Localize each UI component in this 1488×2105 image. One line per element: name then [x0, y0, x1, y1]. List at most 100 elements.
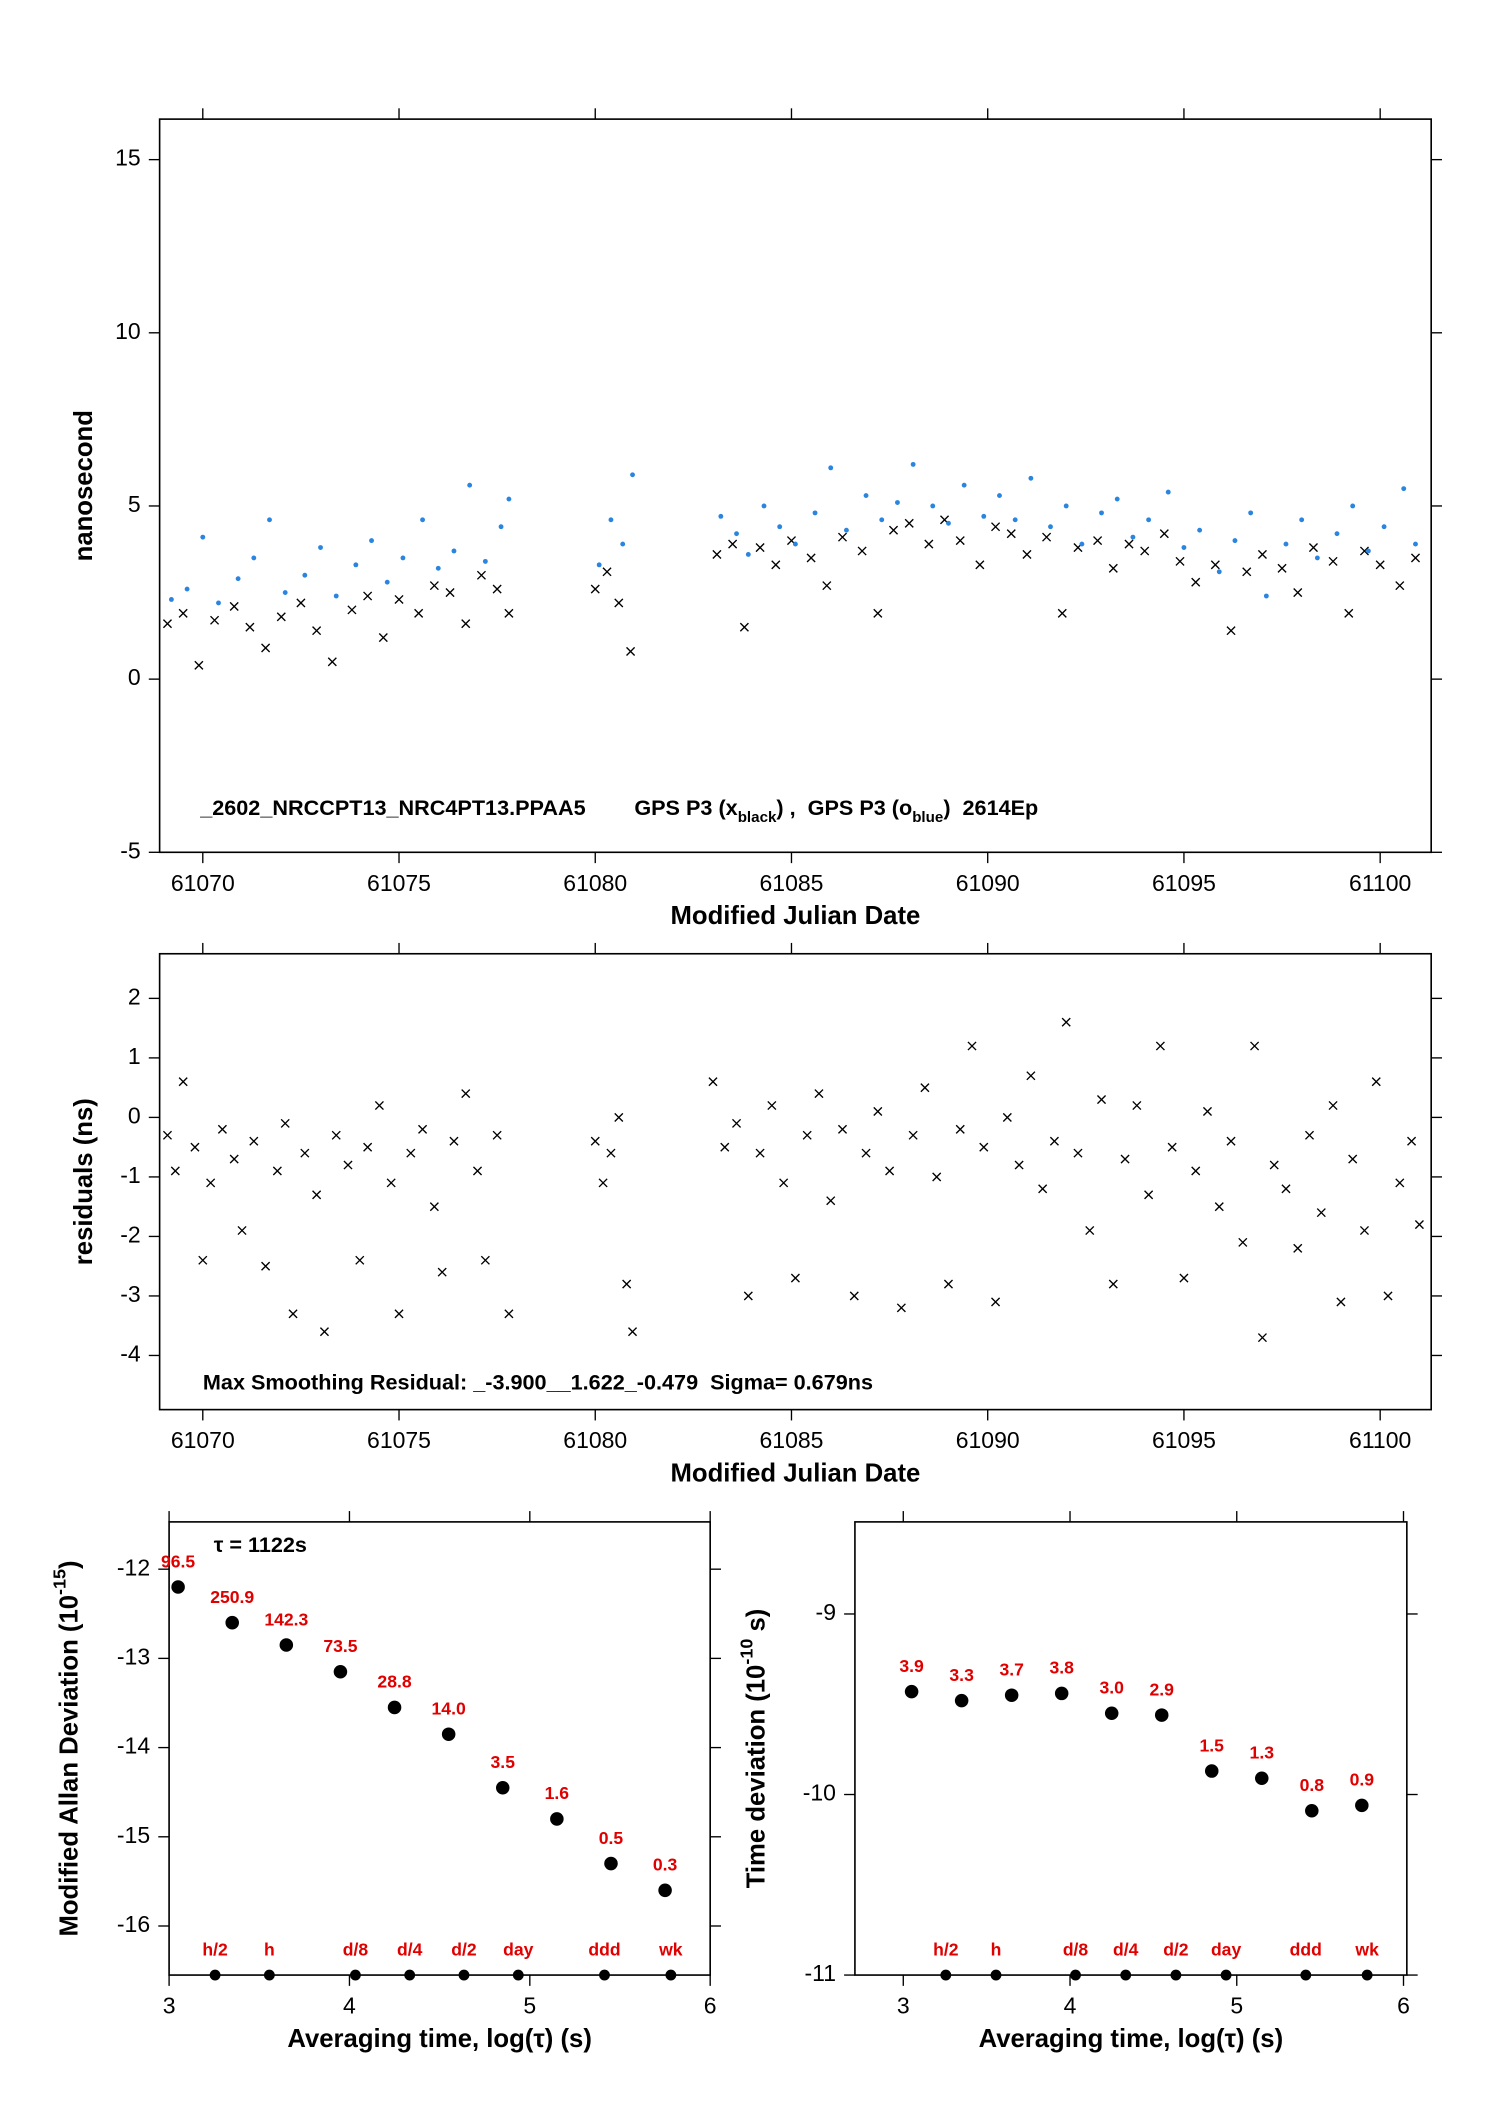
- cross-point: [1226, 626, 1236, 636]
- cross-point: [249, 1136, 259, 1146]
- point-label: 3.0: [1099, 1678, 1124, 1698]
- tau-marker: [458, 1969, 470, 1981]
- cross-point: [614, 598, 624, 608]
- cross-point: [779, 1178, 789, 1188]
- cross-point: [590, 1136, 600, 1146]
- dot-point: [1028, 475, 1034, 481]
- dot-point: [1314, 555, 1320, 561]
- dot-point: [1365, 548, 1371, 554]
- cross-point: [1140, 546, 1150, 556]
- cross-point: [461, 1089, 471, 1099]
- dot-point: [333, 593, 339, 599]
- point-label: 1.6: [545, 1783, 570, 1803]
- point: [279, 1638, 294, 1652]
- point: [1204, 1764, 1219, 1778]
- cross-point: [1250, 1041, 1260, 1051]
- point: [658, 1883, 672, 1898]
- cross-point: [327, 657, 337, 667]
- dot-point: [400, 555, 406, 561]
- tau-marker-label: d/2: [451, 1939, 477, 1959]
- point: [604, 1856, 618, 1871]
- cross-point: [743, 1291, 753, 1301]
- cross-point: [504, 1309, 514, 1319]
- cross-point: [331, 1130, 341, 1140]
- dot-point: [1048, 524, 1053, 530]
- plot-frame: [854, 1521, 1408, 1976]
- cross-point: [720, 1142, 730, 1152]
- dot-point: [1334, 531, 1340, 537]
- cross-point: [731, 1118, 742, 1128]
- x-tick-label: 3: [897, 1993, 910, 2019]
- dot-point: [1381, 524, 1387, 530]
- cross-point: [1348, 1154, 1358, 1164]
- dot-point: [1263, 593, 1269, 599]
- cross-point: [1061, 1017, 1071, 1027]
- point-label: 142.3: [264, 1609, 308, 1629]
- cross-point: [386, 1178, 396, 1188]
- tau-marker-label: wk: [1354, 1939, 1379, 1959]
- cross-point: [296, 598, 306, 608]
- cross-point: [480, 1255, 490, 1265]
- subscript: black: [738, 809, 777, 826]
- point-label: 1.5: [1200, 1735, 1225, 1755]
- x-axis-label: Modified Julian Date: [671, 1459, 921, 1487]
- dot-point: [1012, 517, 1018, 523]
- cross-point: [955, 536, 965, 546]
- cross-point: [1375, 560, 1385, 570]
- cross-point: [790, 1273, 800, 1283]
- point-label: 2.9: [1150, 1679, 1175, 1699]
- dot-point: [863, 493, 869, 499]
- cross-point: [288, 1309, 298, 1319]
- tau-marker: [1300, 1969, 1312, 1981]
- point: [496, 1780, 510, 1795]
- tau-marker-label: d/8: [343, 1939, 369, 1959]
- y-axis-label: Modified Allan Deviation (10-15): [49, 1560, 83, 1936]
- y-tick-label: -2: [120, 1222, 140, 1248]
- y-tick-label: -4: [120, 1341, 141, 1367]
- cross-point: [1328, 556, 1338, 566]
- cross-point: [272, 1166, 282, 1176]
- cross-point: [826, 1196, 836, 1206]
- cross-point: [1124, 539, 1134, 549]
- point: [225, 1615, 239, 1630]
- tau-marker: [349, 1969, 361, 1981]
- tau-marker-label: day: [503, 1939, 534, 1959]
- cross-point: [476, 570, 486, 580]
- x-axis-label: Modified Julian Date: [671, 902, 921, 930]
- dot-point: [718, 513, 724, 519]
- dot-point: [961, 482, 967, 488]
- point: [1255, 1771, 1269, 1786]
- cross-point: [857, 546, 867, 556]
- cross-point: [932, 1172, 942, 1182]
- y-tick-label: -14: [117, 1733, 150, 1759]
- x-tick-label: 61095: [1152, 1427, 1216, 1453]
- y-tick-label: 10: [115, 318, 141, 344]
- cross-point: [312, 626, 322, 636]
- tau-marker: [1220, 1969, 1232, 1981]
- dot-point: [1197, 527, 1203, 533]
- cross-point: [888, 525, 899, 535]
- dot-point: [1283, 541, 1289, 547]
- dot-point: [1146, 517, 1152, 523]
- x-tick-label: 61085: [760, 870, 824, 896]
- point-label: 73.5: [323, 1636, 357, 1656]
- label-part: s): [742, 1609, 770, 1639]
- dot-point: [608, 517, 614, 523]
- cross-point: [975, 560, 985, 570]
- cross-point: [414, 608, 424, 618]
- dot-point: [168, 597, 174, 602]
- tau-marker: [1361, 1969, 1373, 1981]
- dot-point: [997, 493, 1002, 499]
- cross-point: [237, 1225, 247, 1236]
- cross-point: [712, 549, 722, 559]
- cross-point: [1359, 1225, 1370, 1236]
- dot-point: [318, 545, 323, 550]
- cross-point: [343, 1160, 353, 1170]
- x-tick-label: 61095: [1152, 870, 1216, 896]
- cross-point: [1191, 1166, 1201, 1176]
- cross-point: [1359, 546, 1370, 556]
- label-part: ) 2614Ep: [943, 795, 1038, 820]
- point: [1004, 1688, 1019, 1702]
- cross-point: [374, 1100, 384, 1111]
